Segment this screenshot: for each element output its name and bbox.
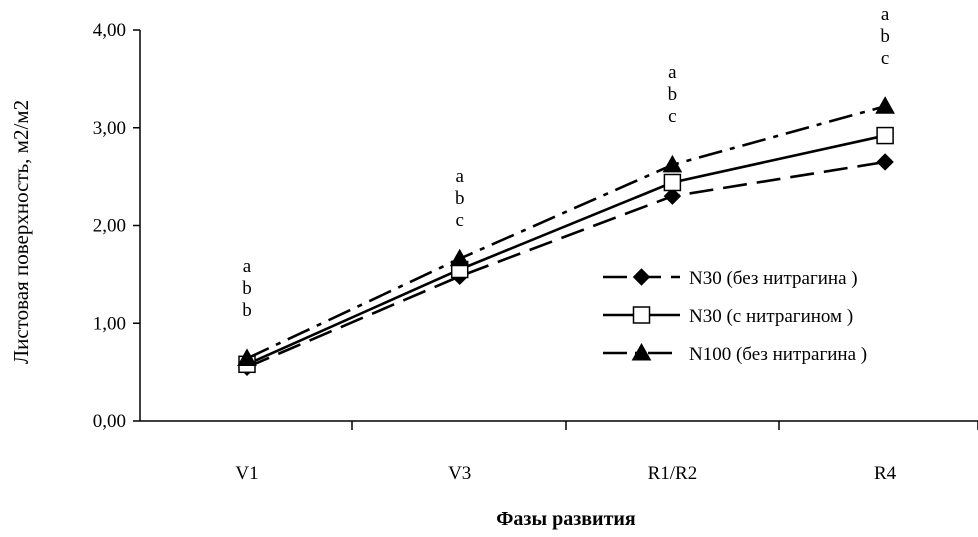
annotation-letter: a	[455, 166, 464, 187]
annotation-letter: c	[455, 210, 463, 231]
x-category-label: V1	[235, 463, 258, 484]
annotation-letter: c	[881, 48, 889, 69]
x-axis-label: Фазы развития	[496, 508, 636, 530]
x-category-label: R4	[874, 463, 897, 484]
series-3-point	[237, 348, 257, 366]
x-category-label: R1/R2	[648, 463, 698, 484]
series-3-point	[875, 96, 895, 114]
y-tick-labels: 0,00 1,00 2,00 3,00 4,00	[93, 20, 126, 432]
axes	[133, 29, 978, 430]
y-tick-label: 2,00	[93, 216, 126, 237]
series-1-point	[663, 187, 682, 205]
annotation-letter: b	[242, 300, 252, 321]
y-axis-label: Листовая поверхность, м2/м2	[9, 100, 33, 364]
legend-label: N30 (без нитрагина )	[689, 268, 858, 289]
annotation-letter: a	[881, 4, 890, 25]
series-1-point	[876, 153, 894, 171]
series-2-point	[663, 173, 682, 192]
annotation-letter: c	[668, 106, 676, 127]
y-tick-label: 4,00	[93, 20, 126, 41]
legend-marker-1	[632, 268, 651, 286]
series-line-3	[246, 104, 886, 360]
legend: N30 (без нитрагина ) N30 (с нитрагином ) N…	[603, 268, 867, 365]
x-category-label: V3	[448, 463, 471, 484]
series-line-1	[246, 160, 886, 369]
y-tick-label: 3,00	[93, 118, 126, 139]
annotation-letter: b	[455, 188, 465, 209]
annotation-letter: b	[668, 84, 678, 105]
y-tick-label: 1,00	[93, 313, 126, 334]
legend-label: N30 (с нитрагином )	[689, 306, 853, 327]
annotation-letter: b	[880, 26, 890, 47]
series-group	[237, 96, 895, 376]
series-3-point	[449, 248, 470, 267]
series-line-2	[246, 134, 886, 366]
legend-marker-2	[632, 306, 651, 324]
series-3-point	[662, 154, 683, 173]
annotation-letter: a	[243, 256, 252, 277]
annotation-letter: b	[242, 278, 252, 299]
series-2-point	[876, 126, 894, 145]
annotation-letter: a	[668, 62, 677, 83]
legend-marker-3	[631, 342, 652, 361]
x-category-labels: V1 V3 R1/R2 R4	[235, 463, 896, 484]
y-tick-label: 0,00	[93, 411, 126, 432]
legend-label: N100 (без нитрагина )	[689, 344, 867, 365]
